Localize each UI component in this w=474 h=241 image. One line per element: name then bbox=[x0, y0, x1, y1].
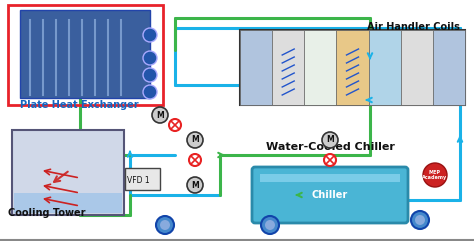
Text: VFD 1: VFD 1 bbox=[127, 176, 150, 185]
Text: Chiller: Chiller bbox=[312, 190, 348, 200]
Circle shape bbox=[152, 107, 168, 123]
Circle shape bbox=[187, 177, 203, 193]
Circle shape bbox=[160, 220, 170, 230]
Circle shape bbox=[423, 163, 447, 187]
Bar bbox=[272, 30, 304, 105]
Bar bbox=[260, 174, 400, 182]
Circle shape bbox=[187, 132, 203, 148]
Bar bbox=[240, 30, 465, 105]
Circle shape bbox=[324, 154, 336, 166]
Bar bbox=[125, 168, 160, 190]
Bar bbox=[8, 5, 163, 105]
Bar bbox=[433, 30, 465, 105]
Circle shape bbox=[169, 119, 181, 131]
Text: Plate Heat Exchanger: Plate Heat Exchanger bbox=[20, 100, 138, 110]
Circle shape bbox=[189, 154, 201, 166]
Bar bbox=[20, 10, 150, 98]
Circle shape bbox=[156, 216, 174, 234]
Circle shape bbox=[143, 68, 157, 82]
Text: MEP
Academy: MEP Academy bbox=[422, 170, 447, 181]
Text: Air Handler Coils: Air Handler Coils bbox=[367, 22, 460, 32]
Bar bbox=[304, 30, 337, 105]
Circle shape bbox=[143, 28, 157, 42]
Text: Cooling Tower: Cooling Tower bbox=[8, 208, 85, 218]
Bar bbox=[337, 30, 369, 105]
Text: M: M bbox=[326, 135, 334, 145]
Circle shape bbox=[143, 51, 157, 65]
Text: M: M bbox=[156, 111, 164, 120]
Circle shape bbox=[261, 216, 279, 234]
Bar bbox=[369, 30, 401, 105]
Circle shape bbox=[415, 215, 425, 225]
Bar bbox=[14, 193, 122, 213]
Text: Water-Cooled Chiller: Water-Cooled Chiller bbox=[265, 142, 394, 152]
FancyBboxPatch shape bbox=[252, 167, 408, 223]
Circle shape bbox=[411, 211, 429, 229]
Bar bbox=[12, 130, 124, 215]
Circle shape bbox=[322, 132, 338, 148]
Text: M: M bbox=[191, 181, 199, 189]
Bar bbox=[401, 30, 433, 105]
Bar bbox=[240, 30, 272, 105]
Circle shape bbox=[265, 220, 275, 230]
Circle shape bbox=[143, 85, 157, 99]
Text: M: M bbox=[191, 135, 199, 145]
